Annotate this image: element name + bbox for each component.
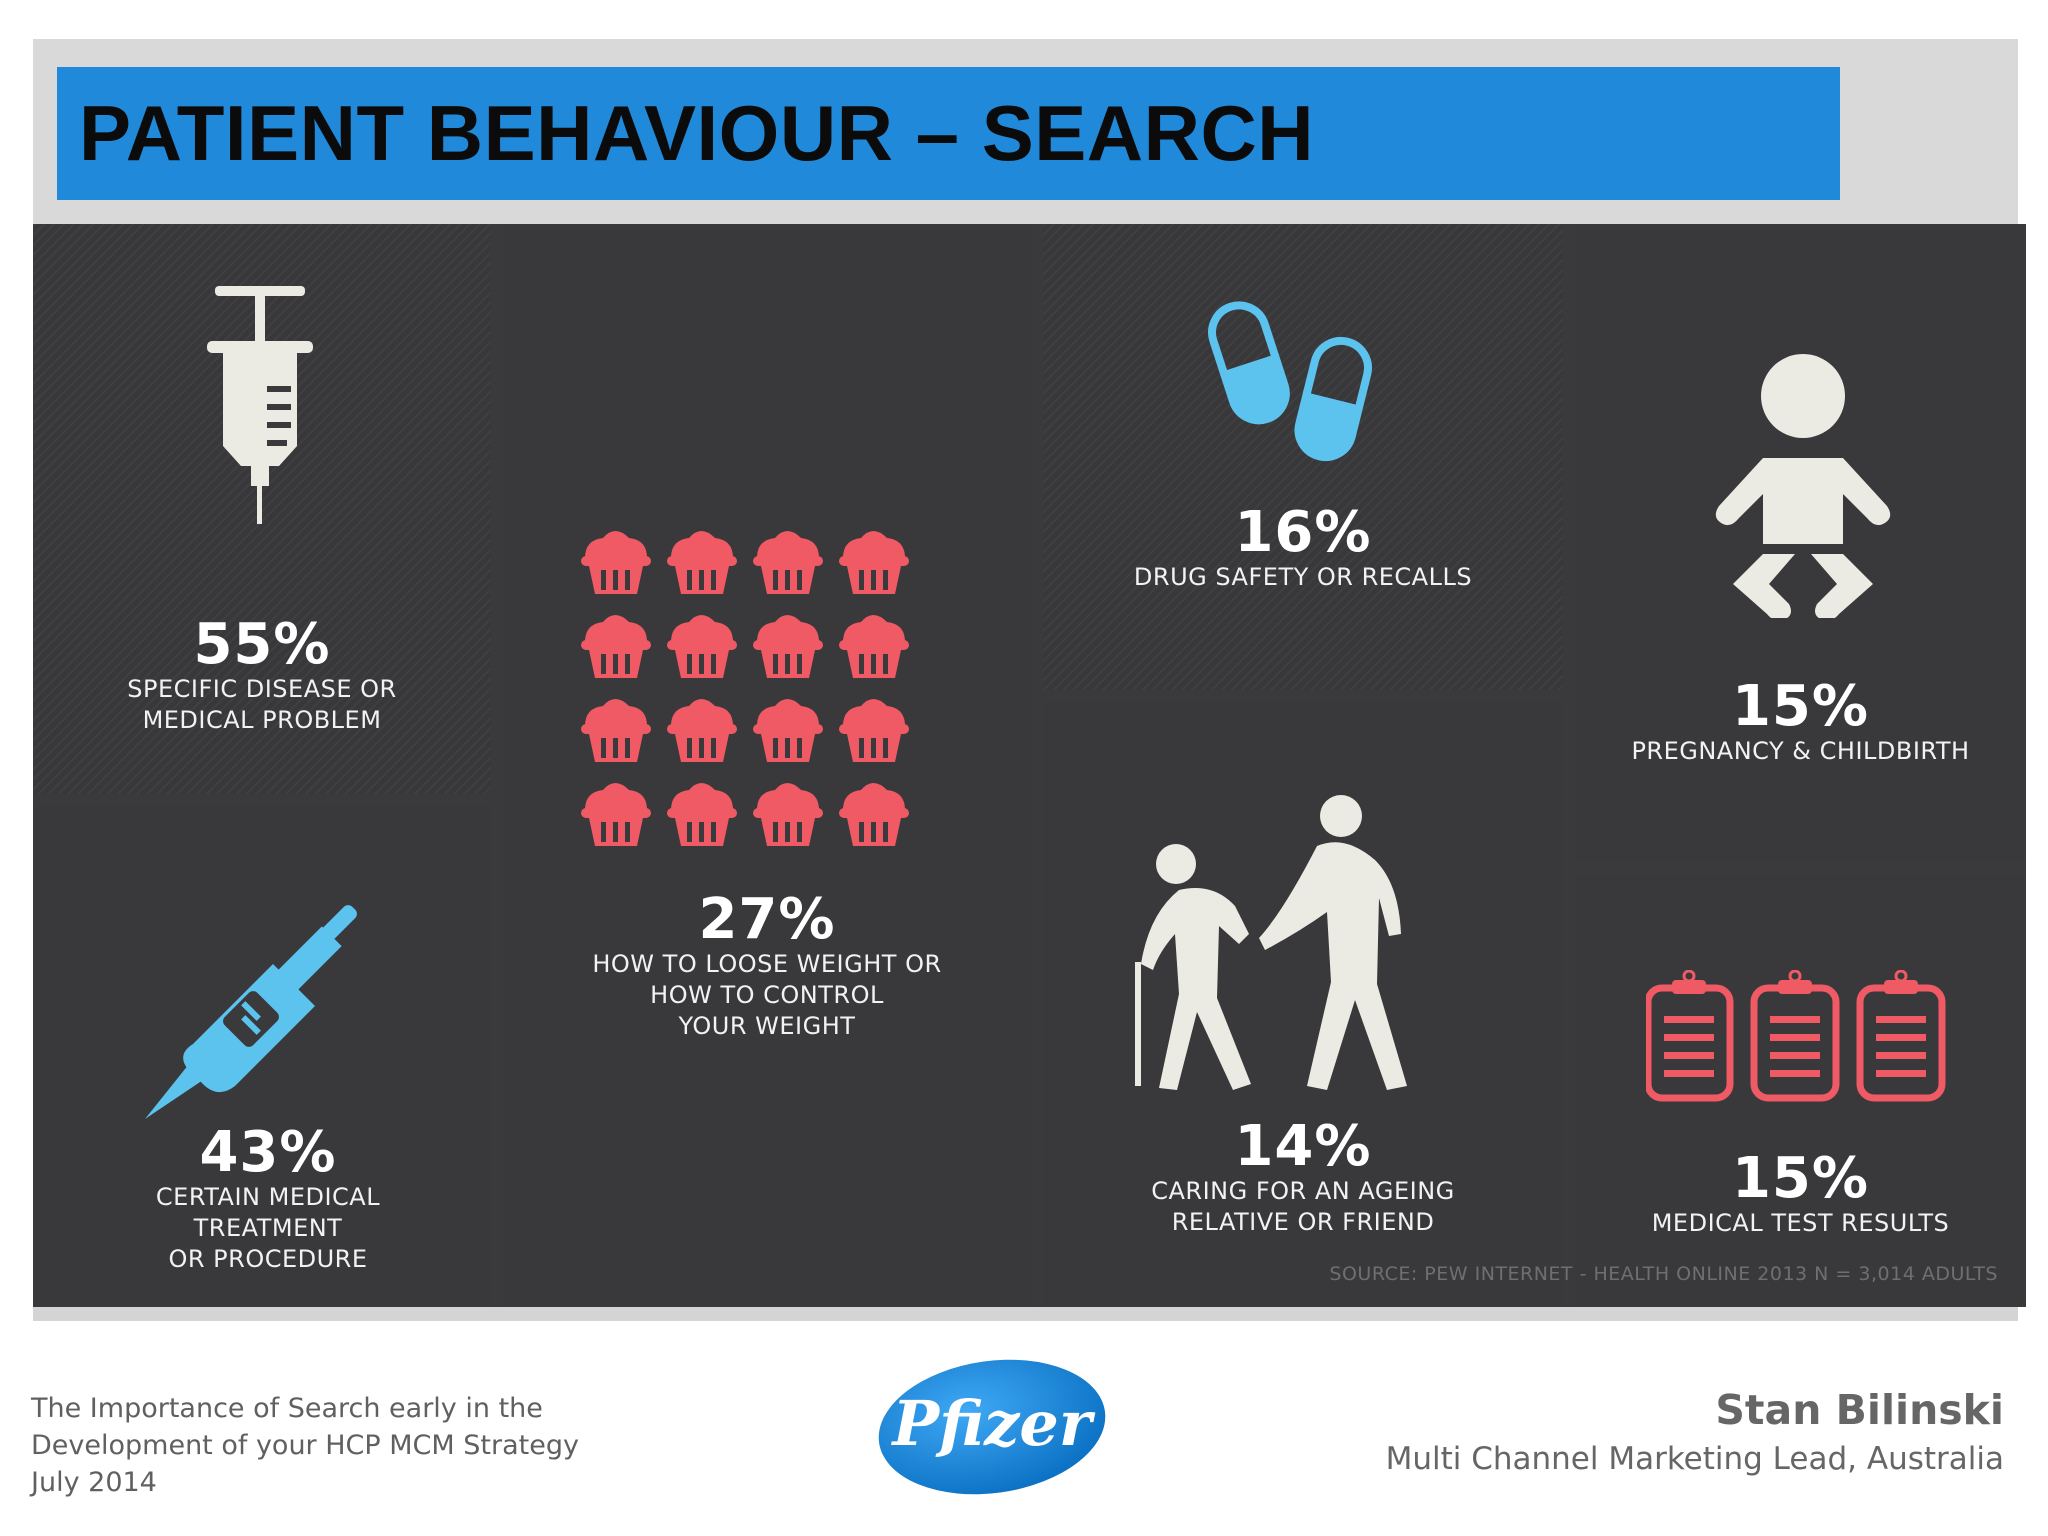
presentation-info: The Importance of Search early in the De… xyxy=(31,1393,579,1498)
stat-label: DRUG SAFETY OR RECALLS xyxy=(1133,563,1473,591)
stat-label: CERTAIN MEDICAL TREATMENT OR PROCEDURE xyxy=(155,1183,381,1273)
stat-tests: 15% MEDICAL TEST RESULTS xyxy=(1575,1150,2026,1239)
elderly-people-icon xyxy=(1135,795,1407,1090)
slide-title: PATIENT BEHAVIOUR – SEARCH xyxy=(79,89,1315,177)
stat-label: CARING FOR AN AGEING RELATIVE OR FRIEND xyxy=(1151,1177,1455,1236)
stat-percent: 15% xyxy=(1731,1146,1870,1211)
cell-ageing xyxy=(1043,702,1563,1307)
svg-text:Pfizer: Pfizer xyxy=(890,1387,1095,1460)
stat-label: PREGNANCY & CHILDBIRTH xyxy=(1631,737,1970,765)
stat-ageing: 14% CARING FOR AN AGEING RELATIVE OR FRI… xyxy=(1043,1118,1563,1238)
source-note: SOURCE: PEW INTERNET - HEALTH ONLINE 201… xyxy=(1329,1263,1998,1285)
presenter-role: Multi Channel Marketing Lead, Australia xyxy=(1385,1441,2004,1477)
stat-pregnancy: 15% PREGNANCY & CHILDBIRTH xyxy=(1575,678,2026,767)
stat-drugs: 16% DRUG SAFETY OR RECALLS xyxy=(1043,504,1563,593)
stat-percent: 15% xyxy=(1731,674,1870,739)
stat-disease: 55% SPECIFIC DISEASE OR MEDICAL PROBLEM xyxy=(33,616,491,736)
stat-weight: 27% HOW TO LOOSE WEIGHT OR HOW TO CONTRO… xyxy=(503,891,1031,1042)
cell-drugs xyxy=(1043,224,1563,690)
stat-percent: 55% xyxy=(193,612,331,677)
injector-icon xyxy=(145,905,357,1119)
syringe-icon xyxy=(207,286,313,524)
cell-weight xyxy=(503,224,1031,1307)
baby-icon xyxy=(1715,354,1891,618)
stat-percent: 16% xyxy=(1234,500,1372,565)
stat-label: HOW TO LOOSE WEIGHT OR HOW TO CONTROL YO… xyxy=(592,950,942,1040)
panel-shadow xyxy=(33,1307,2018,1321)
stat-label: SPECIFIC DISEASE OR MEDICAL PROBLEM xyxy=(127,675,397,734)
presenter-name: Stan Bilinski xyxy=(1715,1386,2004,1434)
infographic-panel: 55% SPECIFIC DISEASE OR MEDICAL PROBLEM … xyxy=(33,224,2026,1307)
stat-percent: 14% xyxy=(1234,1114,1372,1179)
stat-treatment: 43% CERTAIN MEDICAL TREATMENT OR PROCEDU… xyxy=(33,1124,503,1275)
clipboard-icon xyxy=(1646,970,1946,1102)
cupcake-icon xyxy=(581,531,909,846)
stat-percent: 27% xyxy=(698,887,836,952)
title-bar: PATIENT BEHAVIOUR – SEARCH xyxy=(57,67,1840,200)
stat-percent: 43% xyxy=(199,1120,337,1185)
stat-label: MEDICAL TEST RESULTS xyxy=(1651,1209,1950,1237)
pill-icon xyxy=(1208,301,1372,462)
presenter-info: Stan Bilinski Multi Channel Marketing Le… xyxy=(1386,1383,2004,1481)
pfizer-logo: Pfizer xyxy=(878,1359,1106,1495)
